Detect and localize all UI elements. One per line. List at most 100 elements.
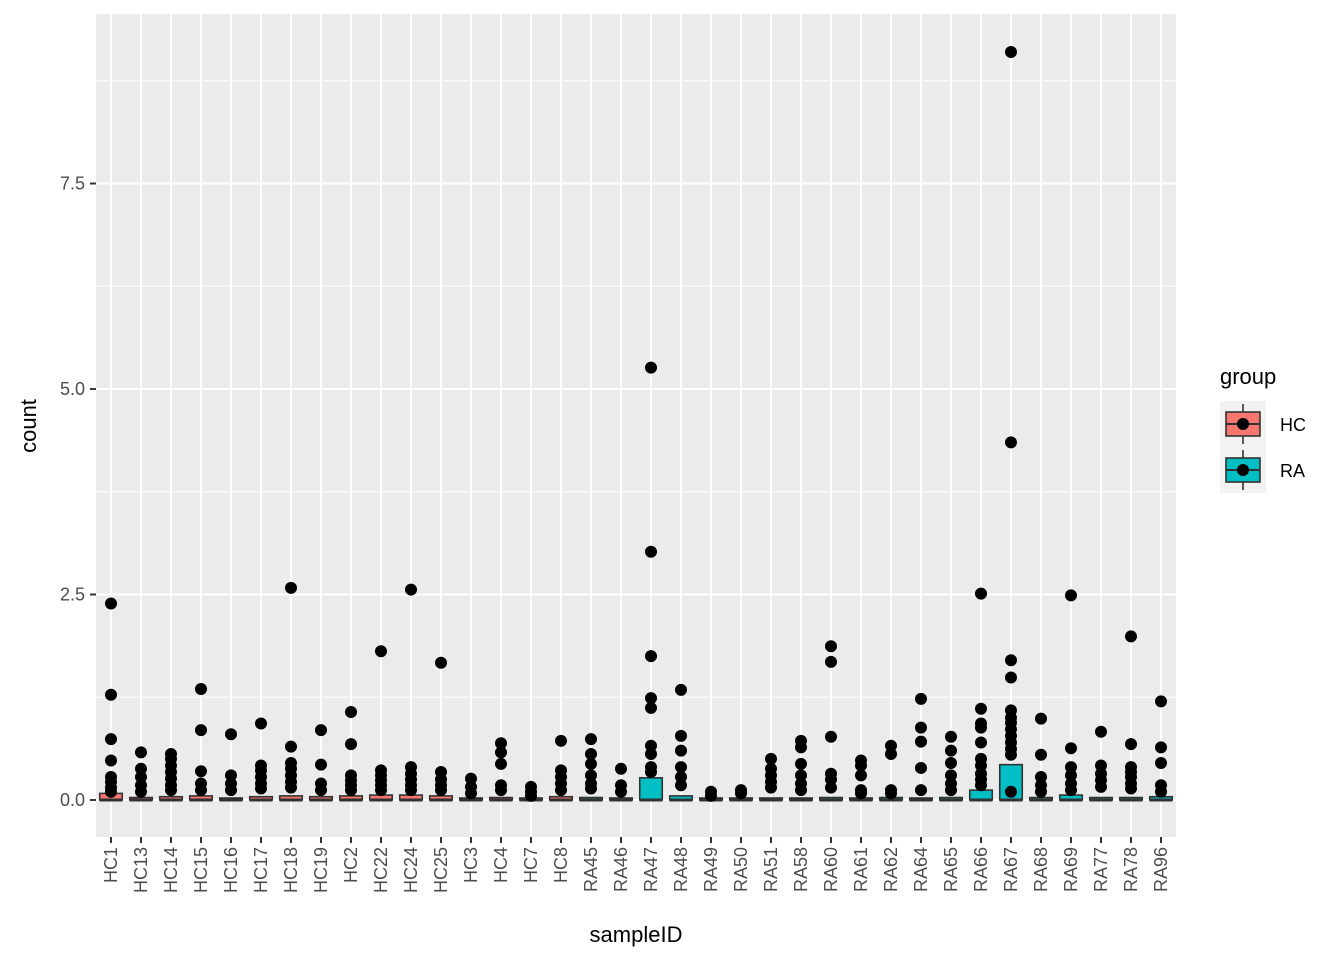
x-tick-label: HC22 <box>371 847 391 893</box>
x-tick-label: HC7 <box>521 847 541 883</box>
outlier-point <box>135 785 147 798</box>
outlier-point <box>555 734 567 747</box>
outlier-point <box>225 769 237 782</box>
outlier-point <box>825 781 837 794</box>
outliers-layer <box>105 45 1167 802</box>
outlier-point <box>705 789 717 802</box>
outlier-point <box>195 683 207 696</box>
outlier-point <box>1005 45 1017 58</box>
outlier-point <box>315 758 327 771</box>
outlier-point <box>825 730 837 743</box>
x-tick-label: HC25 <box>431 847 451 893</box>
boxes-layer <box>98 763 1174 802</box>
x-tick-label: HC8 <box>551 847 571 883</box>
outlier-point <box>1065 742 1077 755</box>
outlier-point <box>645 739 657 752</box>
outlier-point <box>435 656 447 669</box>
legend-label: RA <box>1280 461 1305 481</box>
outlier-point <box>645 545 657 558</box>
x-tick-label: RA66 <box>971 847 991 892</box>
outlier-point <box>135 770 147 783</box>
x-tick-label: HC15 <box>191 847 211 893</box>
outlier-point <box>255 717 267 730</box>
outlier-point <box>495 737 507 750</box>
outlier-point <box>1005 785 1017 798</box>
x-tick-label: RA60 <box>821 847 841 892</box>
outlier-point <box>285 581 297 594</box>
outlier-point <box>825 655 837 668</box>
outlier-point <box>585 757 597 770</box>
outlier-point <box>285 781 297 794</box>
outlier-point <box>345 784 357 797</box>
outlier-point <box>135 746 147 759</box>
legend-label: HC <box>1280 415 1306 435</box>
x-axis: HC1 HC13 HC14 HC15 HC16 HC17 HC18 HC19 HC2 HC22 HC… <box>101 837 1171 893</box>
outlier-point <box>675 729 687 742</box>
outlier-point <box>615 785 627 798</box>
x-tick-label: RA77 <box>1091 847 1111 892</box>
outlier-point <box>885 747 897 760</box>
outlier-point <box>675 683 687 696</box>
outlier-point <box>675 761 687 774</box>
x-tick-label: HC24 <box>401 847 421 893</box>
x-tick-label: HC14 <box>161 847 181 893</box>
outlier-point <box>945 784 957 797</box>
outlier-point <box>645 650 657 663</box>
outlier-point <box>795 769 807 782</box>
outlier-point <box>105 785 117 798</box>
x-tick-label: RA65 <box>941 847 961 892</box>
outlier-point <box>1035 785 1047 798</box>
outlier-point <box>555 784 567 797</box>
box <box>638 777 664 801</box>
outlier-point <box>375 784 387 797</box>
outlier-point <box>1125 630 1137 643</box>
outlier-point <box>285 740 297 753</box>
x-tick-label: HC4 <box>491 847 511 883</box>
outlier-point <box>975 702 987 715</box>
outlier-point <box>1065 769 1077 782</box>
outlier-point <box>975 759 987 772</box>
outlier-point <box>435 784 447 797</box>
outlier-point <box>195 724 207 737</box>
outlier-point <box>105 597 117 610</box>
outlier-point <box>375 645 387 658</box>
outlier-point <box>195 765 207 778</box>
outlier-point <box>495 746 507 759</box>
outlier-point <box>675 770 687 783</box>
legend-item-hc: HC <box>1220 401 1306 447</box>
x-tick-label: RA78 <box>1121 847 1141 892</box>
x-tick-label: RA64 <box>911 847 931 892</box>
outlier-point <box>345 706 357 719</box>
x-tick-label: RA61 <box>851 847 871 892</box>
outlier-point <box>975 779 987 792</box>
y-tick-label: 5.0 <box>60 379 85 399</box>
outlier-point <box>975 736 987 749</box>
outlier-point <box>1125 782 1137 795</box>
outlier-point <box>315 724 327 737</box>
x-tick-label: RA58 <box>791 847 811 892</box>
x-tick-label: HC13 <box>131 847 151 893</box>
x-tick-label: RA67 <box>1001 847 1021 892</box>
outlier-point <box>315 784 327 797</box>
x-tick-label: HC16 <box>221 847 241 893</box>
outlier-point <box>765 752 777 765</box>
outlier-point <box>585 733 597 746</box>
y-tick-label: 7.5 <box>60 174 85 194</box>
outlier-point <box>945 757 957 770</box>
legend: group HC RA <box>1220 364 1306 493</box>
y-tick-label: 0.0 <box>60 790 85 810</box>
outlier-point <box>1035 748 1047 761</box>
y-axis-title: count <box>16 399 41 453</box>
outlier-point <box>1065 589 1077 602</box>
outlier-point <box>1095 725 1107 738</box>
x-tick-label: HC3 <box>461 847 481 883</box>
outlier-point <box>945 744 957 757</box>
outlier-point <box>975 587 987 600</box>
x-tick-label: RA48 <box>671 847 691 892</box>
x-tick-label: RA96 <box>1151 847 1171 892</box>
outlier-point <box>915 784 927 797</box>
outlier-point <box>1005 436 1017 449</box>
panel-background <box>96 14 1176 837</box>
outlier-point <box>1095 759 1107 772</box>
